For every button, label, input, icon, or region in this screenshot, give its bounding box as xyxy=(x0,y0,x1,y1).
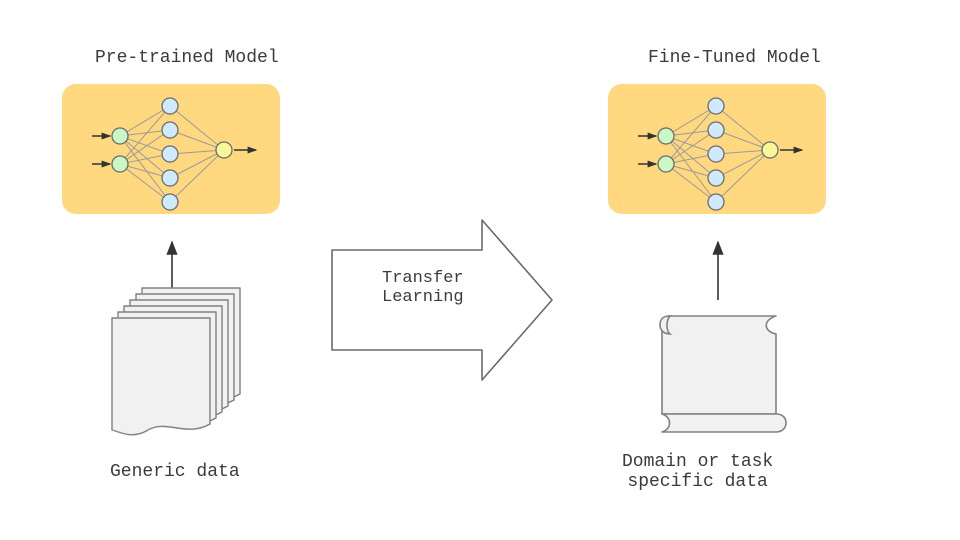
finetuned-model-box xyxy=(608,84,826,214)
transfer-learning-label: Transfer Learning xyxy=(382,269,464,307)
diagram-svg xyxy=(0,0,960,540)
pretrained-model-box xyxy=(62,84,280,214)
domain-data-label: Domain or task specific data xyxy=(622,452,773,492)
pretrained-title: Pre-trained Model xyxy=(95,48,279,68)
finetuned-title: Fine-Tuned Model xyxy=(648,48,821,68)
generic-data-label: Generic data xyxy=(110,462,240,482)
generic-data-docs xyxy=(112,288,240,435)
domain-data-scroll xyxy=(660,316,786,432)
diagram-stage: Pre-trained Model Fine-Tuned Model Gener… xyxy=(0,0,960,540)
